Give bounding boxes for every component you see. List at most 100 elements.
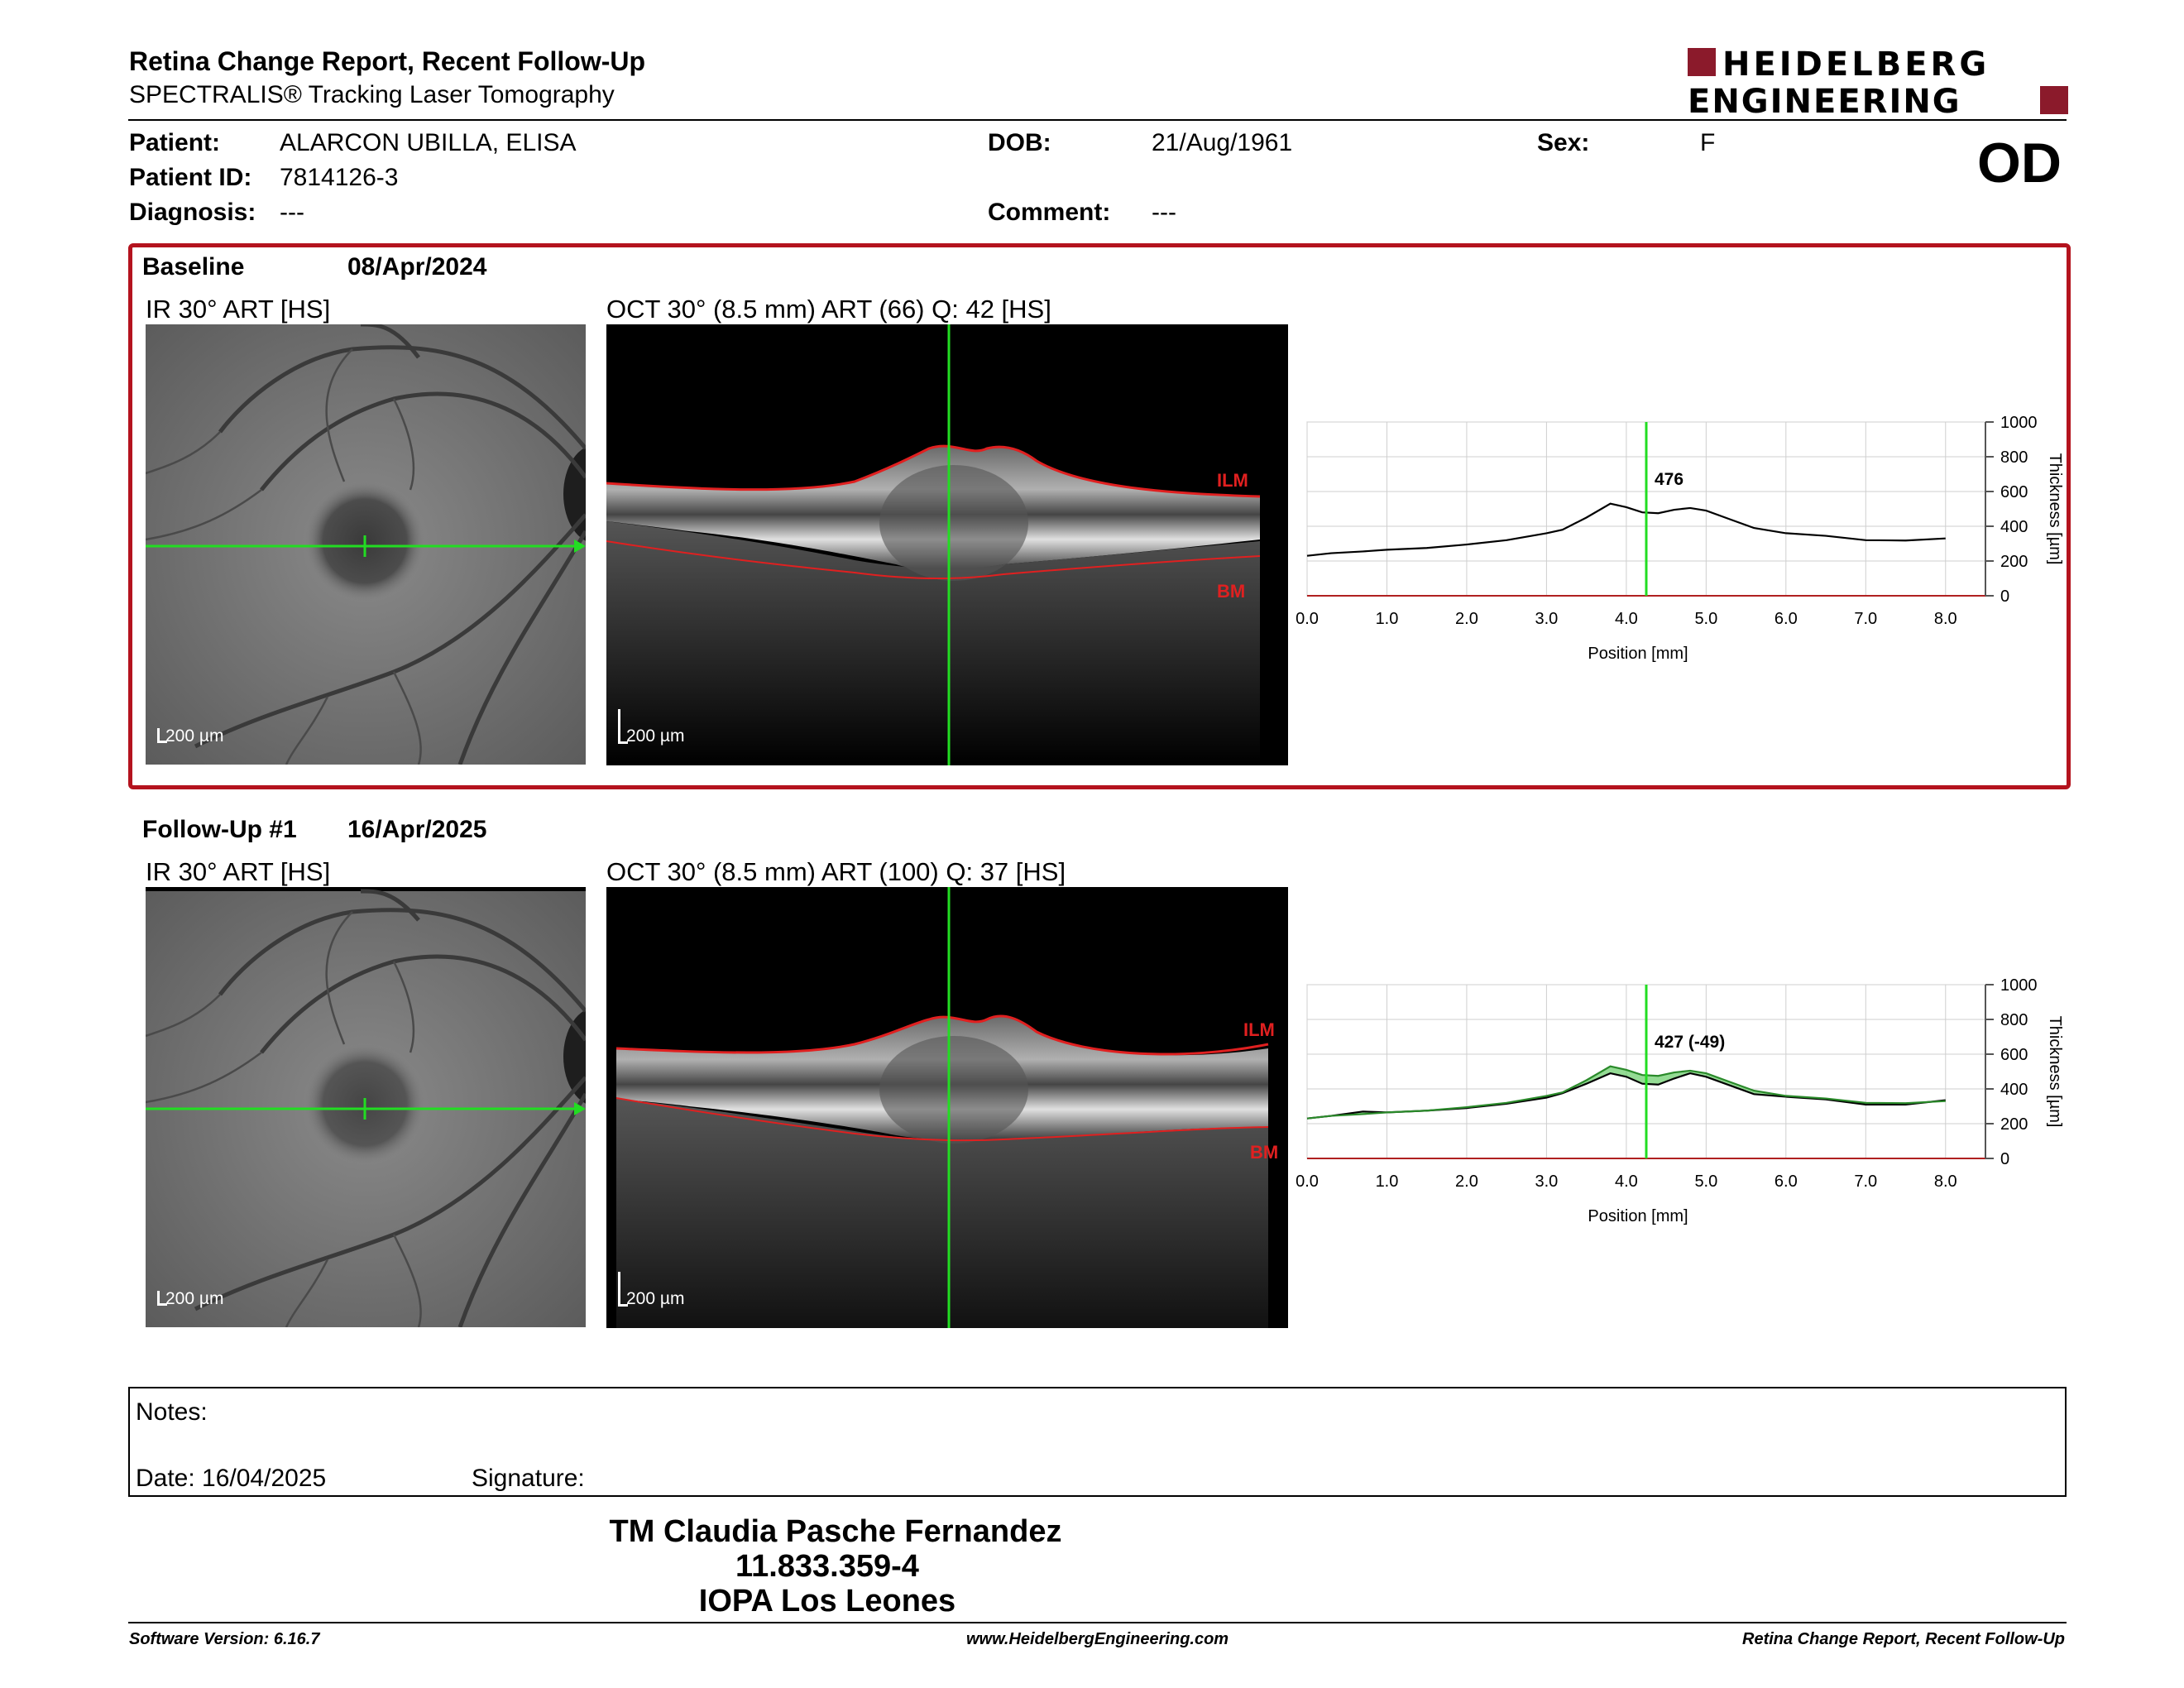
followup-label: Follow-Up #1	[142, 816, 297, 843]
dob-label: DOB:	[988, 129, 1051, 156]
chart0-x-tick-label: 2.0	[1455, 610, 1478, 628]
chart1-y-axis-label: Thickness [µm]	[2046, 1016, 2064, 1128]
baseline-ilm-label: ILM	[1217, 470, 1248, 491]
footer-website[interactable]: www.HeidelbergEngineering.com	[966, 1630, 1229, 1648]
followup-oct-scale-label: 200 µm	[626, 1289, 685, 1308]
chart0-x-tick-label: 3.0	[1535, 610, 1559, 628]
baseline-label: Baseline	[142, 253, 245, 281]
chart0-y-tick-label: 1000	[2000, 414, 2038, 432]
baseline-ir-scalebar-h	[157, 741, 167, 743]
chart1-x-tick-label: 0.0	[1296, 1172, 1319, 1191]
notes-date: Date: 16/04/2025	[136, 1465, 327, 1492]
signer-institution: IOPA Los Leones	[698, 1584, 956, 1618]
chart1-x-tick-label: 4.0	[1615, 1172, 1638, 1191]
baseline-bm-label: BM	[1217, 581, 1245, 602]
baseline-oct-scalebar-h	[618, 741, 628, 744]
chart0-y-tick-label: 800	[2000, 448, 2028, 467]
baseline-oct-graphic: ILM BM	[606, 324, 1261, 765]
patient-label: Patient:	[129, 129, 221, 156]
chart0-x-tick-label: 7.0	[1854, 610, 1877, 628]
logo-line-2: ENGINEERING	[1688, 83, 1961, 117]
comment-value: ---	[1152, 199, 1176, 226]
baseline-oct-image: ILM BM 200 µm	[606, 324, 1288, 765]
sex-label: Sex:	[1537, 129, 1590, 156]
chart0-x-tick-label: 1.0	[1376, 610, 1399, 628]
chart1-y-tick-label: 200	[2000, 1115, 2028, 1134]
sex-value: F	[1700, 129, 1716, 156]
footer-divider	[128, 1622, 2067, 1623]
chart0-y-tick-label: 200	[2000, 553, 2028, 571]
baseline-oct-scale-label: 200 µm	[626, 727, 685, 746]
chart1-x-tick-label: 7.0	[1854, 1172, 1877, 1191]
header-divider	[128, 119, 2067, 121]
followup-oct-title: OCT 30° (8.5 mm) ART (100) Q: 37 [HS]	[606, 857, 1066, 886]
followup-oct-scalebar-v	[618, 1272, 620, 1307]
eye-indicator: OD	[1977, 132, 2062, 194]
patient-id-label: Patient ID:	[129, 164, 252, 191]
logo-square-bottom	[2040, 86, 2068, 114]
dob-value: 21/Aug/1961	[1152, 129, 1293, 156]
followup-bm-label: BM	[1250, 1142, 1278, 1163]
chart1-y-tick-label: 1000	[2000, 976, 2038, 995]
chart1-y-tick-label: 800	[2000, 1011, 2028, 1029]
followup-date: 16/Apr/2025	[347, 816, 487, 843]
patient-id-value: 7814126-3	[280, 164, 399, 191]
signer-id: 11.833.359-4	[735, 1549, 919, 1584]
baseline-panel-border	[128, 243, 2071, 789]
chart1-x-tick-label: 2.0	[1455, 1172, 1478, 1191]
logo-square-top	[1688, 48, 1716, 76]
chart0-x-tick-label: 4.0	[1615, 610, 1638, 628]
followup-ir-graphic	[146, 887, 586, 1327]
chart1-y-tick-label: 0	[2000, 1150, 2009, 1168]
chart1-y-tick-label: 400	[2000, 1081, 2028, 1099]
notes-box[interactable]	[128, 1387, 2067, 1497]
footer-report-name: Retina Change Report, Recent Follow-Up	[1742, 1630, 2066, 1648]
followup-ir-scalebar-v	[157, 1291, 160, 1306]
notes-label: Notes:	[136, 1398, 208, 1426]
chart1-x-tick-label: 3.0	[1535, 1172, 1559, 1191]
followup-thickness-chart: 0.0 1.0 2.0 3.0 4.0 5.0 6.0 7.0 8.0 0 200 400 600 800…	[1296, 976, 2064, 1225]
followup-ir-scale-label: 200 µm	[165, 1289, 224, 1308]
chart0-x-tick-label: 8.0	[1934, 610, 1957, 628]
chart1-x-tick-label: 6.0	[1774, 1172, 1798, 1191]
baseline-ir-title: IR 30° ART [HS]	[146, 295, 331, 324]
baseline-oct-scalebar-v	[618, 709, 620, 744]
chart0-x-tick-label: 6.0	[1774, 610, 1798, 628]
followup-ir-title: IR 30° ART [HS]	[146, 857, 331, 886]
report-title: Retina Change Report, Recent Follow-Up	[129, 46, 646, 76]
chart0-x-axis-label: Position [mm]	[1588, 645, 1688, 663]
followup-ilm-label: ILM	[1243, 1019, 1275, 1040]
chart0-y-tick-label: 400	[2000, 518, 2028, 536]
chart0-x-tick-label: 5.0	[1694, 610, 1717, 628]
chart1-series-1-line	[1306, 1065, 1946, 1120]
chart1-x-tick-label: 5.0	[1694, 1172, 1717, 1191]
signature-label: Signature:	[472, 1465, 585, 1492]
chart0-y-tick-label: 600	[2000, 483, 2028, 501]
diagnosis-value: ---	[280, 199, 304, 226]
chart1-x-tick-label: 8.0	[1934, 1172, 1957, 1191]
patient-name: ALARCON UBILLA, ELISA	[280, 129, 577, 156]
chart0-y-tick-label: 0	[2000, 587, 2009, 606]
baseline-date: 08/Apr/2024	[347, 253, 487, 281]
baseline-thickness-chart: 0.0 1.0 2.0 3.0 4.0 5.0 6.0 7.0 8.0 0 200 400 600 800…	[1296, 414, 2064, 663]
diagnosis-label: Diagnosis:	[129, 199, 256, 226]
followup-ir-scalebar-h	[157, 1303, 167, 1306]
followup-oct-image: ILM BM 200 µm	[606, 887, 1288, 1328]
chart1-cursor-value-label: 427 (-49)	[1655, 1033, 1725, 1052]
signer-name: TM Claudia Pasche Fernandez	[609, 1514, 1062, 1549]
baseline-ir-scalebar-v	[157, 728, 160, 743]
chart0-cursor-value-label: 476	[1655, 470, 1684, 489]
logo-line-1: HEIDELBERG	[1722, 46, 1990, 84]
footer-software: Software Version: 6.16.7	[129, 1630, 320, 1648]
chart0-series-0-line	[1306, 502, 1946, 557]
chart0-x-tick-label: 0.0	[1296, 610, 1319, 628]
followup-oct-scalebar-h	[618, 1304, 628, 1307]
baseline-ir-scale-label: 200 µm	[165, 727, 224, 746]
heidelberg-logo: HEIDELBERG ENGINEERING	[1688, 46, 2068, 117]
followup-oct-graphic: ILM BM	[615, 887, 1278, 1328]
baseline-ir-graphic	[146, 324, 586, 765]
baseline-ir-image: 200 µm	[146, 324, 586, 765]
report-subtitle: SPECTRALIS® Tracking Laser Tomography	[129, 81, 615, 108]
chart0-y-axis-label: Thickness [µm]	[2046, 453, 2064, 565]
followup-ir-image: 200 µm	[146, 887, 586, 1327]
